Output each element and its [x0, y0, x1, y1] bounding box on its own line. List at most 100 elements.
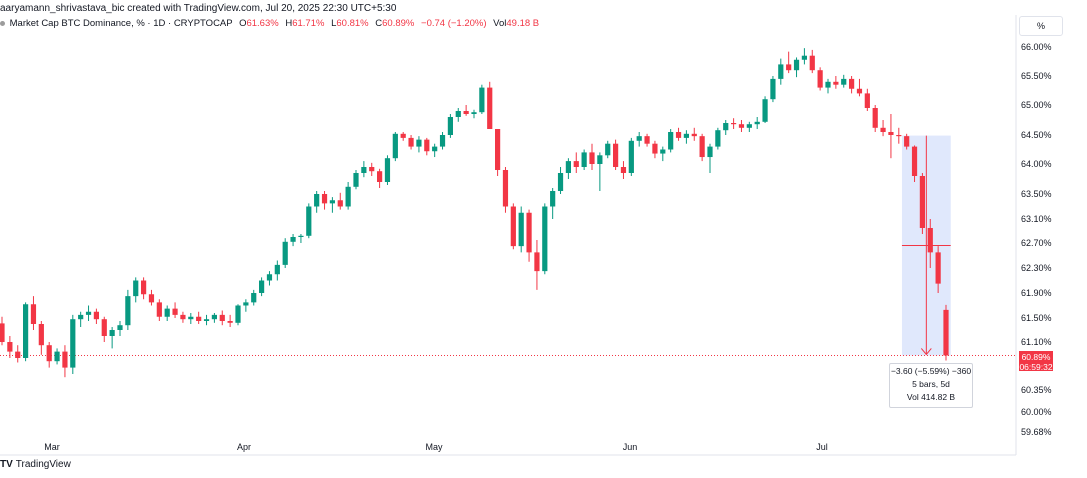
candle-body	[754, 121, 760, 125]
candle-body	[361, 167, 367, 173]
candle-body	[809, 55, 815, 71]
candle-body	[266, 274, 273, 281]
candle-body	[329, 200, 335, 204]
candle-body	[644, 136, 650, 144]
status-dot-icon	[0, 20, 5, 26]
candle-body	[298, 235, 304, 237]
y-tick-label: 65.50%	[1021, 71, 1052, 81]
y-tick-label: 60.00%	[1021, 407, 1052, 417]
candle-body	[628, 140, 634, 173]
candle-body	[416, 139, 422, 147]
candle-body	[699, 136, 705, 158]
x-month-label: May	[425, 442, 443, 452]
candle-body	[463, 111, 469, 114]
candle-body	[723, 123, 729, 131]
candle-body	[589, 152, 595, 164]
measure-tooltip: −3.60 (−5.59%) −360 5 bars, 5d Vol 414.8…	[889, 363, 973, 408]
candle-body	[70, 319, 76, 368]
candle-body	[188, 316, 194, 320]
candle-body	[141, 280, 147, 295]
candle-body	[377, 171, 383, 182]
candle-body	[180, 314, 186, 320]
candle-body	[911, 146, 918, 176]
candle-body	[133, 280, 139, 297]
candle-body	[770, 78, 776, 100]
legend-high-key: H	[285, 18, 293, 29]
candle-body	[125, 296, 131, 326]
candle-body	[880, 127, 886, 132]
last-price-tag: 60.89% 06:59:32	[1019, 351, 1053, 372]
candle-body	[23, 304, 29, 358]
candle-body	[211, 314, 217, 320]
candle-body	[636, 136, 642, 141]
measure-volume: Vol 414.82 B	[906, 392, 956, 402]
candle-body	[943, 309, 949, 356]
candle-body	[620, 167, 627, 173]
candle-body	[801, 55, 807, 60]
candle-body	[392, 133, 398, 159]
candle-body	[502, 170, 509, 207]
candle-body	[251, 293, 257, 303]
candle-body	[668, 132, 674, 150]
candle-body	[314, 194, 320, 207]
x-month-label: Apr	[237, 442, 251, 452]
measure-bars: 5 bars, 5d	[912, 379, 950, 389]
candle-body	[384, 158, 391, 182]
candle-body	[872, 108, 878, 128]
y-tick-label: 59.68%	[1021, 427, 1052, 437]
candle-body	[46, 345, 52, 362]
candle-body	[762, 99, 768, 122]
candle-body	[235, 305, 241, 323]
legend-volume-key: Vol	[493, 18, 507, 29]
legend-symbol: Market Cap BTC Dominance, % · 1D · CRYPT…	[9, 18, 233, 29]
candle-body	[935, 252, 941, 284]
candle-body	[738, 124, 745, 128]
y-tick-label: 64.00%	[1021, 159, 1052, 169]
candle-body	[172, 308, 178, 315]
x-month-label: Jul	[816, 442, 828, 452]
candle-body	[109, 330, 115, 336]
candle-body	[856, 88, 863, 94]
chart-attribution: aaryamann_shrivastava_bic created with T…	[0, 3, 397, 14]
candle-body	[691, 133, 697, 137]
candle-body	[7, 342, 13, 352]
candle-body	[581, 152, 587, 167]
candle-body	[290, 237, 296, 242]
candle-body	[597, 155, 603, 164]
candle-body	[896, 135, 902, 137]
legend-open-key: O	[239, 18, 247, 29]
y-tick-label: 62.30%	[1021, 263, 1052, 273]
candle-body	[93, 311, 99, 320]
legend-close-key: C	[375, 18, 383, 29]
candle-body	[455, 111, 461, 117]
candle-body	[369, 167, 375, 172]
candle-body	[227, 321, 233, 323]
candle-body	[259, 280, 265, 293]
symbol-legend: Market Cap BTC Dominance, % · 1D · CRYPT…	[0, 18, 543, 29]
candle-body	[817, 70, 823, 88]
candle-body	[400, 133, 406, 138]
candle-body	[471, 112, 477, 114]
candle-body	[432, 146, 438, 152]
candle-body	[0, 323, 5, 342]
tradingview-logo-icon: TV	[0, 459, 13, 470]
candle-body	[15, 351, 21, 358]
candle-body	[919, 176, 925, 228]
footer-brand[interactable]: TV TradingView	[0, 459, 71, 470]
y-tick-label: 66.00%	[1021, 42, 1052, 52]
candle-body	[927, 228, 933, 253]
candle-body	[715, 130, 721, 147]
candle-body	[573, 161, 579, 167]
candle-body	[117, 325, 123, 330]
x-month-label: Jun	[623, 442, 638, 452]
candle-body	[534, 252, 540, 272]
candle-body	[156, 302, 162, 317]
candle-body	[550, 191, 556, 207]
y-tick-label: 64.50%	[1021, 130, 1052, 140]
candle-body	[282, 241, 288, 265]
brand-name: TradingView	[15, 459, 71, 470]
percent-scale-button[interactable]: %	[1019, 16, 1063, 36]
candle-body	[337, 200, 343, 207]
bar-countdown: 06:59:32	[1019, 362, 1053, 372]
